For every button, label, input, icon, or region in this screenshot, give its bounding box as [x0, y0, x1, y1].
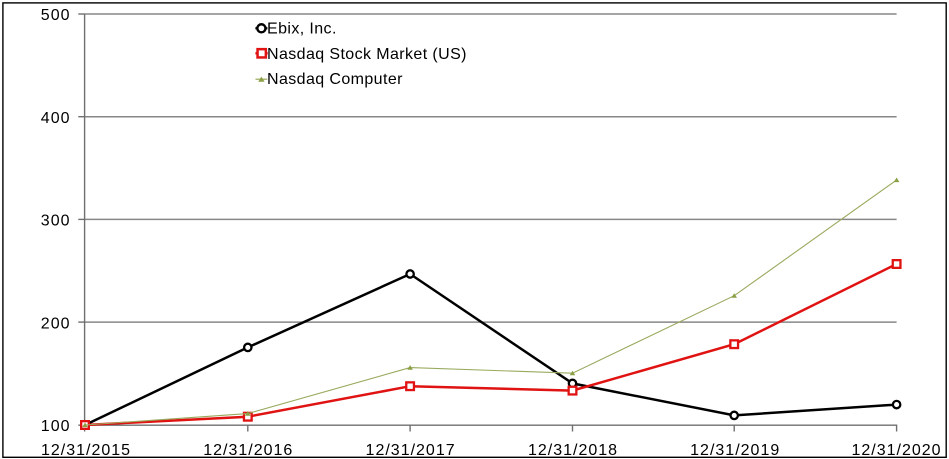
svg-text:12/31/2018: 12/31/2018 — [528, 442, 618, 459]
svg-text:Nasdaq Computer: Nasdaq Computer — [267, 71, 403, 88]
svg-text:Nasdaq Stock Market (US): Nasdaq Stock Market (US) — [267, 46, 467, 63]
svg-text:12/31/2015: 12/31/2015 — [41, 442, 131, 459]
svg-text:300: 300 — [41, 213, 71, 230]
svg-text:12/31/2017: 12/31/2017 — [366, 442, 456, 459]
svg-text:100: 100 — [41, 418, 71, 435]
svg-text:500: 500 — [41, 7, 71, 24]
svg-text:12/31/2020: 12/31/2020 — [851, 442, 941, 459]
svg-text:200: 200 — [41, 315, 71, 332]
svg-text:12/31/2016: 12/31/2016 — [203, 442, 293, 459]
svg-text:400: 400 — [41, 110, 71, 127]
svg-text:Ebix, Inc.: Ebix, Inc. — [267, 20, 337, 37]
svg-text:12/31/2019: 12/31/2019 — [690, 442, 780, 459]
